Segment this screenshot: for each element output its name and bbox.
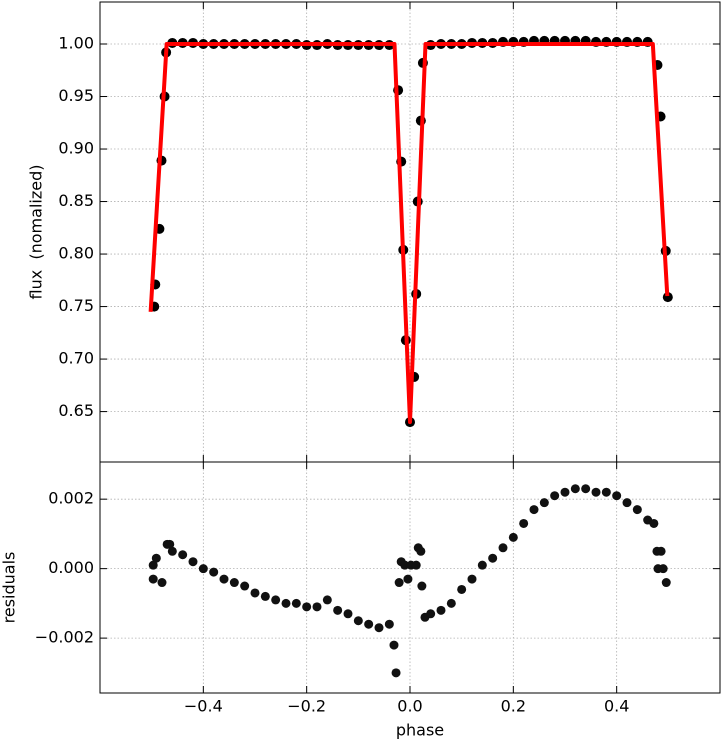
data-point — [219, 574, 229, 584]
y-tick-label: −0.002 — [35, 628, 94, 647]
data-point — [570, 484, 580, 494]
x-axis-label: phase — [396, 721, 444, 740]
data-point — [622, 498, 632, 508]
data-point — [601, 487, 611, 497]
y-tick-label: 0.70 — [58, 349, 94, 368]
y-tick-label: 0.90 — [58, 139, 94, 158]
x-tick-label: 0.4 — [604, 697, 629, 716]
data-point — [403, 574, 413, 584]
x-tick-label: 0.2 — [501, 697, 526, 716]
data-point — [658, 564, 668, 574]
data-point — [417, 581, 427, 591]
data-point — [322, 595, 332, 605]
data-point — [260, 591, 270, 601]
data-point — [416, 546, 426, 556]
data-point — [343, 609, 353, 619]
data-point — [167, 546, 177, 556]
y-tick-label: 0.75 — [58, 296, 94, 315]
data-point — [291, 598, 301, 608]
data-point — [312, 602, 322, 612]
data-point — [467, 574, 477, 584]
data-point — [198, 564, 208, 574]
data-point — [411, 560, 421, 570]
data-point — [612, 491, 622, 501]
y-tick-label: 0.000 — [48, 558, 94, 577]
data-point — [581, 484, 591, 494]
data-point — [151, 553, 161, 563]
data-point — [436, 605, 446, 615]
data-point — [148, 560, 158, 570]
data-point — [384, 619, 394, 629]
data-point — [209, 567, 219, 577]
data-point — [656, 546, 666, 556]
data-point — [498, 543, 508, 553]
data-point — [539, 498, 549, 508]
data-point — [529, 505, 539, 515]
x-tick-label: −0.2 — [287, 697, 326, 716]
data-point — [391, 668, 401, 678]
data-point — [333, 605, 343, 615]
data-point — [364, 619, 374, 629]
data-point — [353, 616, 363, 626]
data-point — [302, 602, 312, 612]
y-tick-label: 0.95 — [58, 86, 94, 105]
data-point — [426, 609, 436, 619]
y-tick-label: 0.65 — [58, 401, 94, 420]
data-point — [148, 574, 158, 584]
data-point — [519, 518, 529, 528]
data-point — [188, 557, 198, 567]
data-point — [165, 539, 175, 549]
data-point — [374, 623, 384, 633]
data-point — [389, 640, 399, 650]
data-point — [591, 487, 601, 497]
model-line — [148, 42, 670, 425]
y-tick-label: 0.002 — [48, 489, 94, 508]
data-point — [157, 578, 167, 588]
data-point — [661, 578, 671, 588]
data-point — [477, 560, 487, 570]
data-point — [250, 588, 260, 598]
data-point — [560, 487, 570, 497]
y-tick-label: 0.85 — [58, 191, 94, 210]
y-tick-label: 1.00 — [58, 34, 94, 53]
data-point — [632, 505, 642, 515]
data-point — [649, 518, 659, 528]
data-point — [400, 560, 410, 570]
plot-frame — [99, 461, 721, 694]
y-axis-label: residuals — [0, 552, 19, 624]
y-tick-label: 0.80 — [58, 244, 94, 263]
data-point — [394, 578, 404, 588]
data-point — [457, 584, 467, 594]
data-point — [550, 491, 560, 501]
data-point — [178, 550, 188, 560]
y-axis-label: flux (nomalized) — [27, 165, 46, 300]
data-point — [508, 532, 518, 542]
data-point — [271, 595, 281, 605]
data-point — [240, 581, 250, 591]
data-point — [281, 598, 291, 608]
data-point — [446, 598, 456, 608]
x-tick-label: 0.0 — [397, 697, 422, 716]
x-tick-label: −0.4 — [184, 697, 223, 716]
data-point — [488, 553, 498, 563]
data-point — [229, 578, 239, 588]
